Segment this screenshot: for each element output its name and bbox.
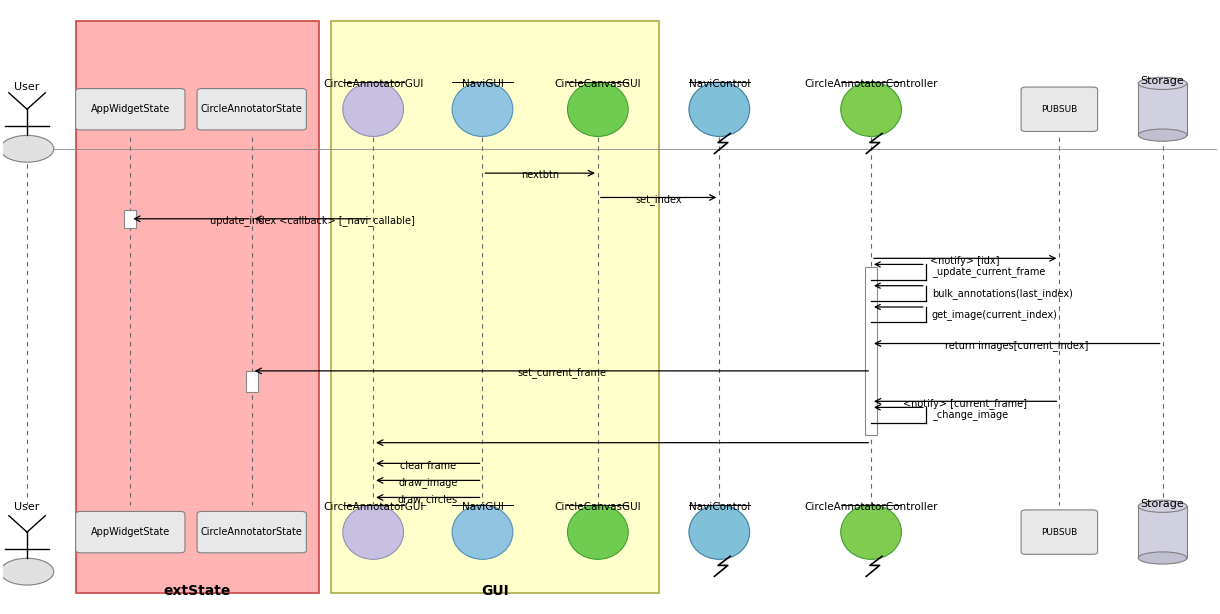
Bar	[124, 209, 137, 228]
Ellipse shape	[567, 505, 628, 559]
Text: nextbtn: nextbtn	[521, 171, 559, 181]
Text: AppWidgetState: AppWidgetState	[90, 104, 170, 114]
Bar	[1138, 84, 1187, 135]
Ellipse shape	[453, 505, 512, 559]
Ellipse shape	[841, 505, 902, 559]
Text: <notify> [current_frame]: <notify> [current_frame]	[903, 398, 1027, 408]
Text: get_image(current_index): get_image(current_index)	[932, 309, 1058, 320]
Text: CircleCanvasGUI: CircleCanvasGUI	[555, 502, 642, 511]
Text: draw_image: draw_image	[398, 477, 458, 488]
Text: PUBSUB: PUBSUB	[1041, 527, 1077, 537]
Text: update_index <callback> [_navi_callable]: update_index <callback> [_navi_callable]	[210, 215, 415, 226]
Text: clear frame: clear frame	[400, 460, 456, 471]
Ellipse shape	[1138, 500, 1187, 512]
FancyBboxPatch shape	[198, 88, 306, 130]
Ellipse shape	[689, 82, 749, 136]
Text: CircleAnnotatorController: CircleAnnotatorController	[804, 502, 938, 511]
Ellipse shape	[1138, 129, 1187, 141]
Text: AppWidgetState: AppWidgetState	[90, 527, 170, 537]
Bar	[245, 371, 257, 392]
Text: NaviGUI: NaviGUI	[461, 79, 504, 89]
Text: bulk_annotations(last_index): bulk_annotations(last_index)	[932, 288, 1072, 299]
Ellipse shape	[1138, 77, 1187, 90]
FancyBboxPatch shape	[76, 88, 185, 130]
Text: NaviControl: NaviControl	[688, 502, 750, 511]
FancyBboxPatch shape	[331, 21, 659, 593]
Text: User: User	[15, 82, 40, 92]
Ellipse shape	[567, 82, 628, 136]
Circle shape	[0, 136, 54, 162]
FancyBboxPatch shape	[198, 511, 306, 553]
Text: _update_current_frame: _update_current_frame	[932, 266, 1046, 278]
Text: _change_image: _change_image	[932, 410, 1008, 421]
Ellipse shape	[343, 82, 404, 136]
Circle shape	[0, 558, 54, 585]
Text: GUI: GUI	[481, 584, 509, 598]
Text: CircleAnnotatorGUI: CircleAnnotatorGUI	[323, 502, 423, 511]
Text: set_current_frame: set_current_frame	[517, 367, 606, 378]
Ellipse shape	[841, 82, 902, 136]
FancyBboxPatch shape	[76, 21, 318, 593]
Ellipse shape	[689, 505, 749, 559]
Text: PUBSUB: PUBSUB	[1041, 105, 1077, 114]
Text: set_index: set_index	[636, 194, 682, 205]
Ellipse shape	[343, 505, 404, 559]
FancyBboxPatch shape	[76, 511, 185, 553]
Text: Storage: Storage	[1141, 76, 1185, 86]
FancyBboxPatch shape	[1021, 87, 1098, 131]
Text: extState: extState	[163, 584, 231, 598]
Text: CircleAnnotatorGUI: CircleAnnotatorGUI	[323, 79, 423, 89]
Ellipse shape	[1138, 552, 1187, 564]
Ellipse shape	[453, 82, 512, 136]
Text: return images[current_index]: return images[current_index]	[946, 340, 1088, 351]
Text: Storage: Storage	[1141, 499, 1185, 508]
Text: CircleAnnotatorState: CircleAnnotatorState	[201, 104, 303, 114]
Text: CircleAnnotatorState: CircleAnnotatorState	[201, 527, 303, 537]
Text: NaviControl: NaviControl	[688, 79, 750, 89]
Text: NaviGUI: NaviGUI	[461, 502, 504, 511]
Text: <notify> [idx]: <notify> [idx]	[931, 255, 1000, 266]
Bar	[1138, 507, 1187, 558]
Bar	[865, 268, 877, 435]
Text: CircleCanvasGUI: CircleCanvasGUI	[555, 79, 642, 89]
Text: User: User	[15, 502, 40, 511]
Text: CircleAnnotatorController: CircleAnnotatorController	[804, 79, 938, 89]
Text: draw_circles: draw_circles	[398, 494, 458, 505]
FancyBboxPatch shape	[1021, 510, 1098, 554]
